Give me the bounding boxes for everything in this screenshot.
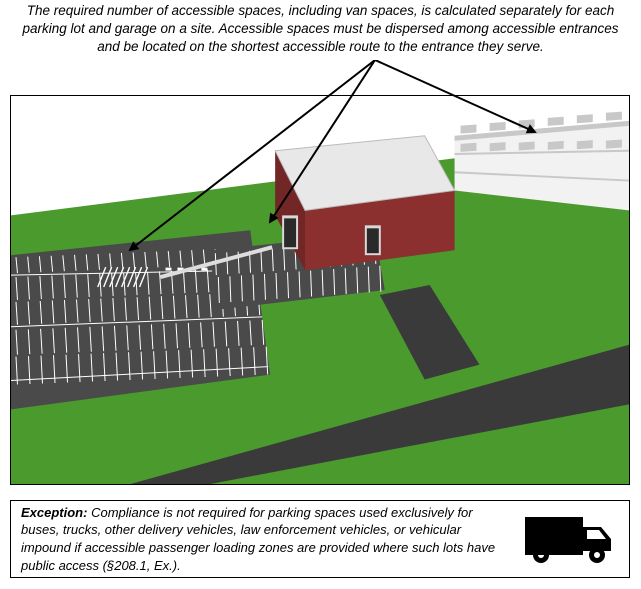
- exception-text: Exception: Compliance is not required fo…: [21, 504, 519, 574]
- exception-body: Compliance is not required for parking s…: [21, 505, 495, 573]
- site-plan-illustration: [10, 95, 630, 485]
- exception-note: Exception: Compliance is not required fo…: [10, 500, 630, 578]
- exception-label: Exception:: [21, 505, 87, 520]
- truck-icon: [519, 509, 619, 569]
- figure-caption: The required number of accessible spaces…: [10, 2, 631, 57]
